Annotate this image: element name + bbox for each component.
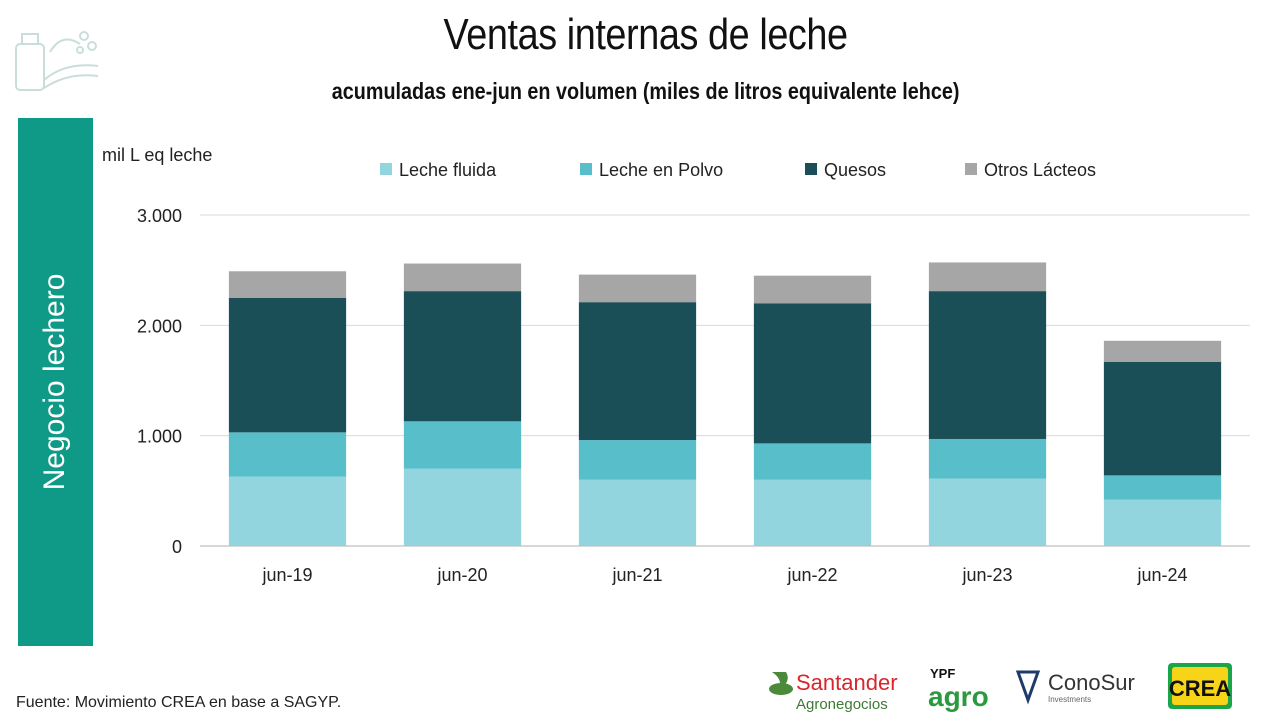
agro-logo-text: agro [928, 681, 989, 712]
bar-segment [228, 432, 347, 477]
ypf-logo-text: YPF [930, 666, 955, 681]
legend-swatch [580, 163, 592, 175]
x-tick-label: jun-24 [1136, 565, 1187, 585]
crea-logo: CREA [1168, 663, 1232, 709]
bar-segment [753, 479, 872, 546]
santander-logo-text: Santander [796, 670, 898, 695]
bar-segment [1103, 499, 1222, 546]
bar-segment [578, 440, 697, 480]
bar-segment [403, 421, 522, 469]
conosur-logo-subtext: Investments [1048, 695, 1091, 704]
santander-logo: Santander Agronegocios [769, 670, 898, 712]
y-tick-label: 2.000 [137, 316, 182, 336]
bar-segment [753, 443, 872, 480]
legend-label: Leche en Polvo [599, 160, 723, 180]
y-axis-label: mil L eq leche [102, 145, 213, 165]
ypf-agro-logo: YPF agro [928, 666, 989, 712]
legend-label: Leche fluida [399, 160, 497, 180]
y-tick-label: 3.000 [137, 206, 182, 226]
x-tick-label: jun-19 [261, 565, 312, 585]
y-tick-label: 1.000 [137, 427, 182, 447]
chart-subtitle: acumuladas ene-jun en volumen (miles de … [331, 78, 960, 104]
stacked-bar-chart: 0 1.000 2.000 3.000 jun-19 jun-20 jun-21 jun-22… [137, 160, 1250, 585]
side-banner [18, 118, 93, 646]
x-tick-label: jun-22 [786, 565, 837, 585]
bar-segment [753, 275, 872, 304]
conosur-logo-text: ConoSur [1048, 670, 1135, 695]
source-note: Fuente: Movimiento CREA en base a SAGYP. [16, 694, 342, 711]
x-tick-label: jun-20 [436, 565, 487, 585]
bar-segment [928, 438, 1047, 479]
bar-segment [578, 274, 697, 303]
farm-milk-logo-icon [15, 31, 99, 91]
bar-segment [928, 291, 1047, 439]
bar-segment [928, 478, 1047, 546]
conosur-logo: ConoSur Investments [1016, 670, 1135, 705]
santander-logo-subtext: Agronegocios [796, 696, 888, 712]
crea-logo-text: CREA [1169, 676, 1231, 701]
y-tick-label: 0 [172, 537, 182, 557]
legend-label: Otros Lácteos [984, 160, 1096, 180]
bar-segment [753, 303, 872, 444]
bar-segment [1103, 340, 1222, 362]
bar-segment [228, 297, 347, 433]
chart-title: Ventas internas de leche [443, 10, 849, 59]
bar-segment [578, 479, 697, 546]
legend-swatch [805, 163, 817, 175]
bar-segment [403, 291, 522, 422]
bar-segment [578, 302, 697, 441]
bar-segment [1103, 475, 1222, 500]
x-tick-label: jun-23 [961, 565, 1012, 585]
legend-label: Quesos [824, 160, 886, 180]
legend-swatch [380, 163, 392, 175]
legend-swatch [965, 163, 977, 175]
bar-segment [928, 262, 1047, 292]
bar-segment [1103, 361, 1222, 476]
x-tick-label: jun-21 [611, 565, 662, 585]
bar-segment [403, 263, 522, 292]
bar-segment [403, 468, 522, 546]
bar-segment [228, 271, 347, 298]
bar-segment [228, 476, 347, 546]
